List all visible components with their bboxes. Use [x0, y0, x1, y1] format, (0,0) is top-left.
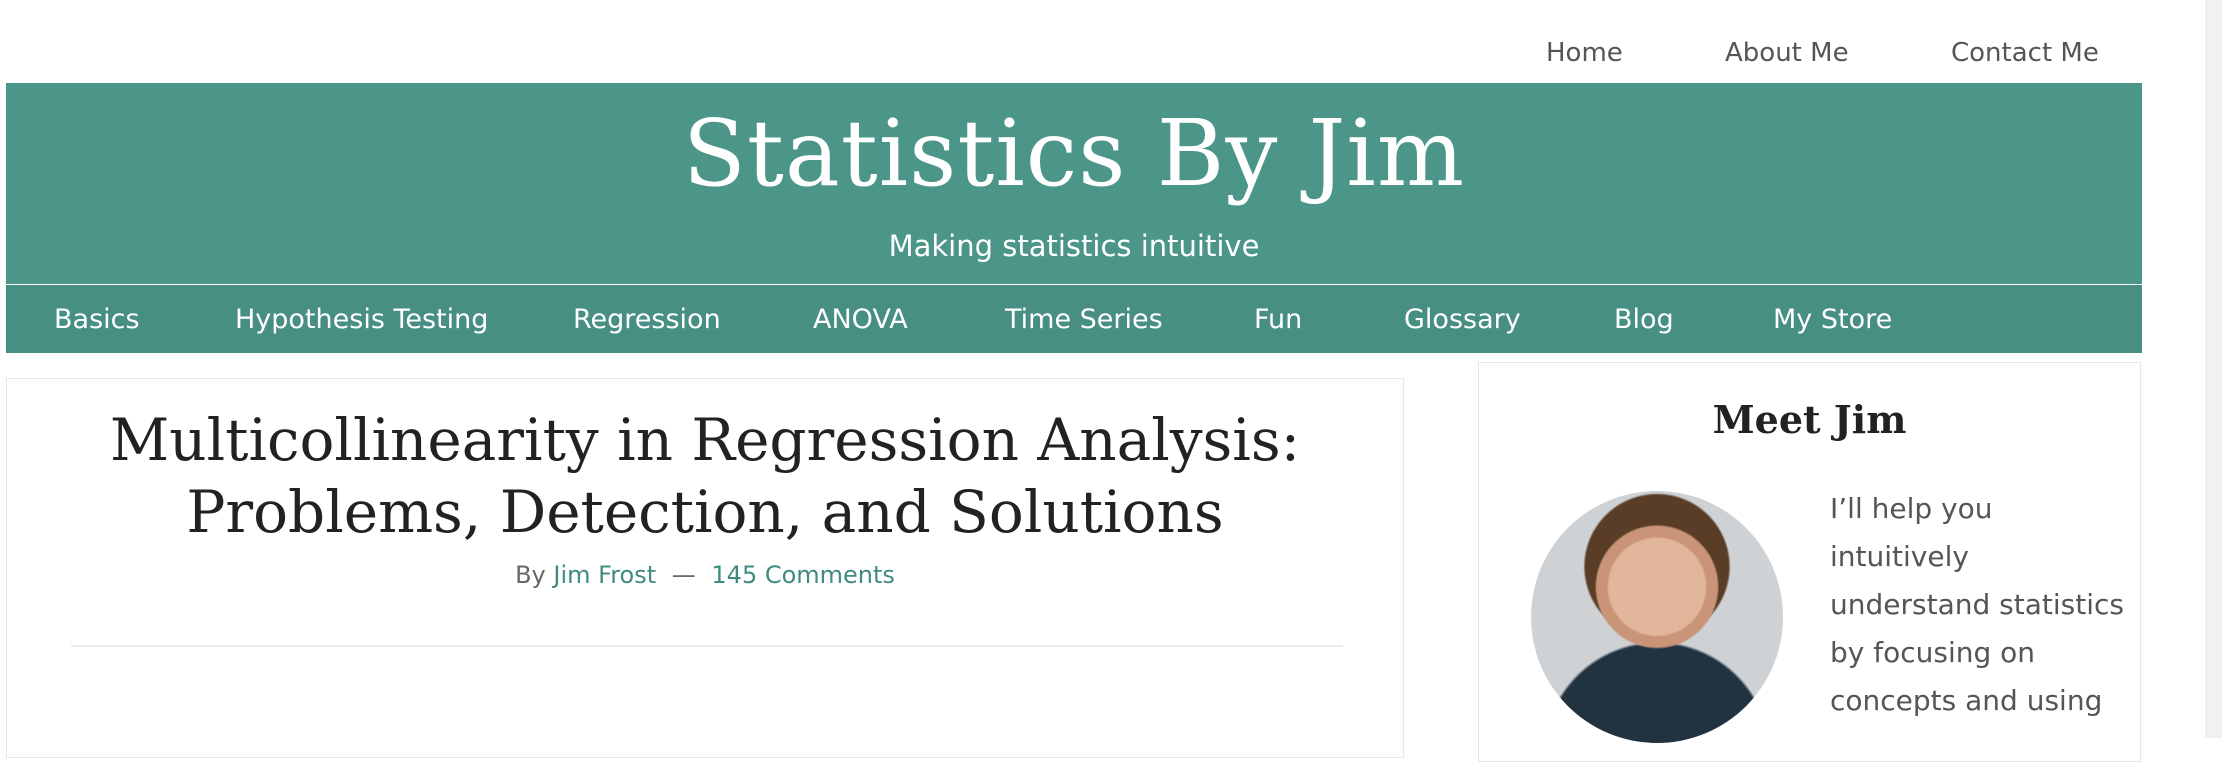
comments-link[interactable]: 145 Comments [711, 561, 895, 589]
nav-item-anova[interactable]: ANOVA [813, 304, 908, 335]
site-tagline: Making statistics intuitive [888, 229, 1260, 263]
top-nav-contact-link[interactable]: Contact Me [1951, 38, 2099, 68]
bio-line: intuitively [1830, 540, 1969, 573]
nav-item-basics[interactable]: Basics [54, 304, 140, 335]
author-link[interactable]: Jim Frost [553, 561, 657, 589]
bio-line: understand statistics [1830, 588, 2124, 621]
bio-line: by focusing on [1830, 636, 2036, 669]
nav-item-blog[interactable]: Blog [1614, 304, 1674, 335]
article-title-line-1: Multicollinearity in Regression Analysis… [109, 406, 1301, 474]
site-title[interactable]: Statistics By Jim [682, 100, 1466, 207]
nav-item-my-store[interactable]: My Store [1773, 304, 1893, 335]
nav-item-glossary[interactable]: Glossary [1404, 304, 1521, 335]
article-byline: By Jim Frost — 145 Comments [7, 561, 1403, 589]
byline-separator: — [671, 561, 696, 589]
author-bio: I’ll help you intuitively understand sta… [1830, 485, 2130, 725]
article-divider [71, 645, 1343, 647]
article-title-line-2: Problems, Detection, and Solutions [186, 478, 1224, 546]
page-scrollbar-gutter[interactable] [2205, 0, 2222, 738]
bio-line: concepts and using [1830, 684, 2103, 717]
top-nav-about-link[interactable]: About Me [1725, 38, 1849, 68]
author-avatar [1531, 491, 1783, 743]
sidebar-meet-jim-widget: Meet Jim I’ll help you intuitively under… [1478, 362, 2141, 762]
bio-line: I’ll help you [1830, 492, 1993, 525]
widget-title: Meet Jim [1712, 397, 1907, 442]
article-title: Multicollinearity in Regression Analysis… [7, 404, 1403, 548]
main-navigation: Basics Hypothesis Testing Regression ANO… [6, 285, 2142, 353]
byline-prefix: By [515, 561, 546, 589]
top-navigation: Home About Me Contact Me [0, 38, 2142, 78]
nav-item-regression[interactable]: Regression [573, 304, 721, 335]
nav-item-fun[interactable]: Fun [1254, 304, 1303, 335]
nav-item-time-series[interactable]: Time Series [1005, 304, 1163, 335]
site-header: Statistics By Jim Making statistics intu… [6, 83, 2142, 284]
article-card: Multicollinearity in Regression Analysis… [6, 378, 1404, 758]
nav-item-hypothesis-testing[interactable]: Hypothesis Testing [235, 304, 489, 335]
top-nav-home-link[interactable]: Home [1546, 38, 1623, 68]
